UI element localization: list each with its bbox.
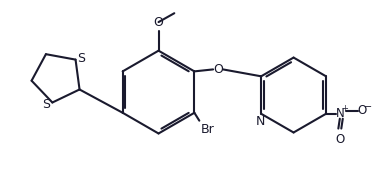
Text: −: − — [364, 102, 372, 112]
Text: S: S — [78, 52, 85, 65]
Text: Br: Br — [200, 123, 214, 136]
Text: O: O — [154, 16, 163, 29]
Text: N: N — [335, 107, 344, 120]
Text: S: S — [43, 98, 50, 111]
Text: O: O — [357, 104, 366, 117]
Text: O: O — [335, 134, 344, 146]
Text: +: + — [341, 104, 348, 113]
Text: O: O — [213, 63, 223, 76]
Text: N: N — [255, 115, 265, 128]
